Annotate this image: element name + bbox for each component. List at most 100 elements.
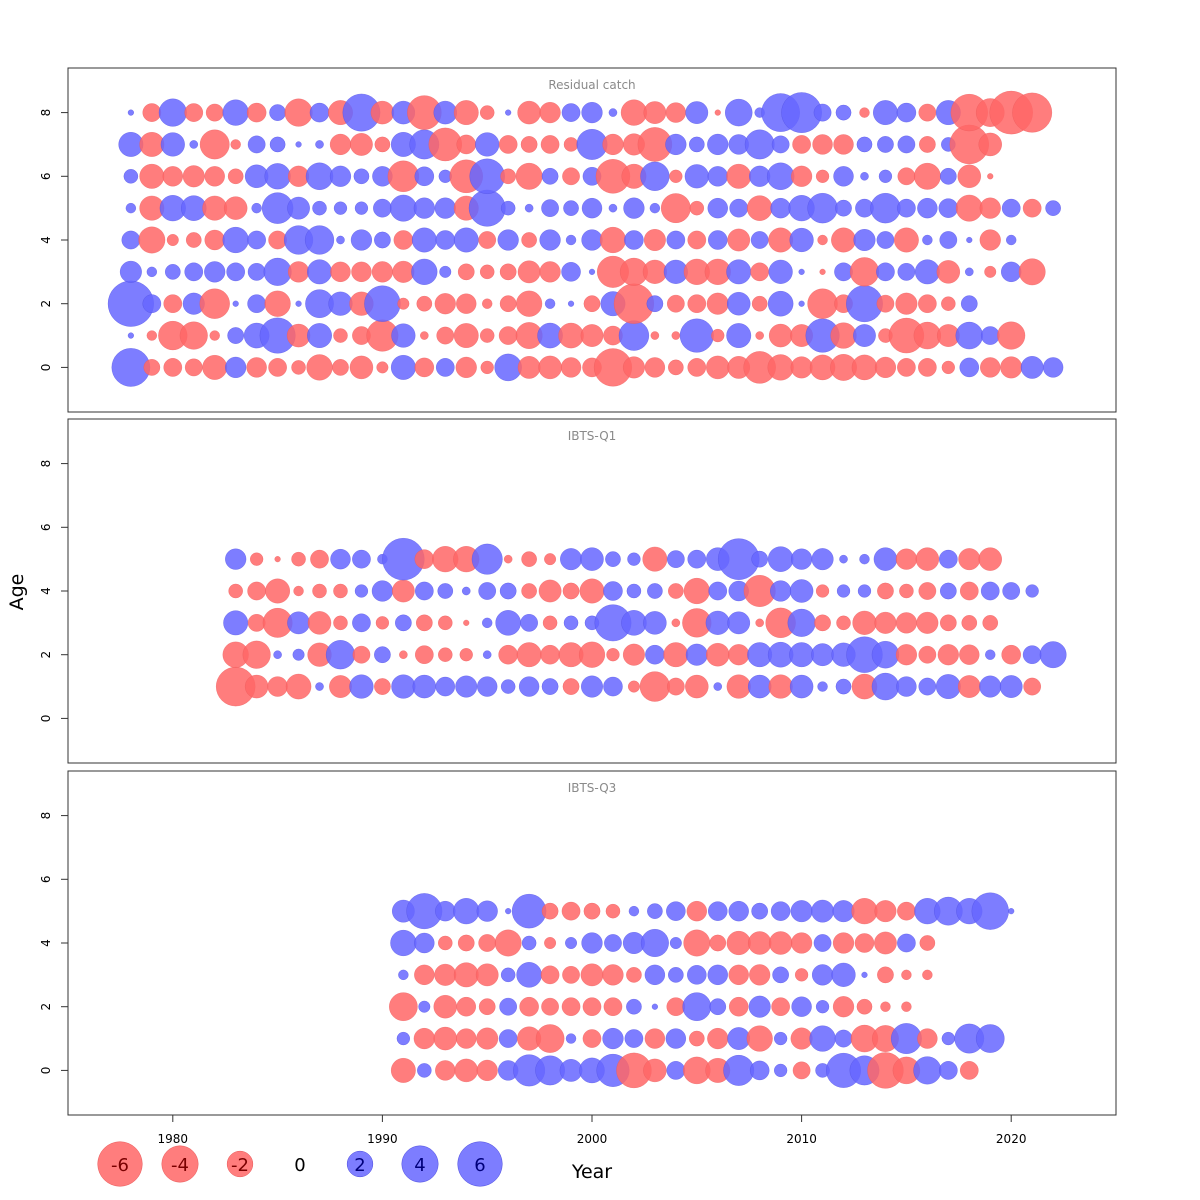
residual-bubble: [768, 227, 794, 253]
residual-bubble: [478, 231, 497, 249]
residual-bubble: [727, 611, 751, 635]
residual-bubble: [310, 549, 329, 569]
residual-bubble: [264, 163, 291, 190]
residual-bubble: [913, 321, 942, 350]
residual-bubble: [375, 616, 390, 630]
residual-bubble: [434, 197, 456, 219]
residual-bubble: [371, 580, 394, 602]
residual-bubble: [123, 169, 139, 184]
residual-bubble: [500, 967, 516, 983]
residual-bubble: [751, 902, 769, 920]
y-tick-label: 2: [39, 1003, 53, 1011]
residual-bubble: [204, 261, 226, 283]
residual-bubble: [728, 996, 749, 1017]
residual-bubble: [374, 136, 391, 153]
residual-bubble: [264, 290, 291, 317]
residual-bubble: [351, 261, 372, 283]
residual-bubble: [223, 610, 249, 636]
residual-bubble: [811, 643, 834, 667]
residual-bubble: [851, 898, 878, 925]
residual-bubble: [453, 227, 479, 253]
residual-bubble: [959, 1061, 979, 1080]
residual-bubble: [166, 233, 179, 247]
residual-bubble: [436, 326, 455, 345]
residual-bubble: [414, 549, 435, 569]
residual-bubble: [856, 136, 873, 153]
residual-bubble: [222, 99, 249, 126]
residual-bubble: [726, 323, 752, 349]
residual-bubble: [437, 935, 453, 951]
residual-bubble: [895, 548, 918, 570]
residual-bubble: [390, 929, 417, 957]
residual-bubble: [494, 929, 522, 957]
residual-bubble: [138, 226, 166, 254]
residual-bubble: [494, 353, 522, 382]
residual-bubble: [623, 197, 645, 219]
residual-bubble: [839, 554, 848, 564]
residual-bubble: [770, 580, 792, 602]
residual-bubble: [415, 614, 433, 632]
residual-bubble: [414, 645, 434, 665]
residual-bubble: [374, 231, 391, 249]
residual-bubble: [663, 642, 689, 668]
residual-bubble: [284, 98, 313, 127]
residual-bubble: [328, 291, 353, 316]
y-tick-label: 8: [39, 109, 53, 117]
y-tick-label: 2: [39, 300, 53, 308]
legend-bubble: [226, 1150, 254, 1178]
residual-bubble: [307, 611, 332, 635]
residual-bubble: [790, 900, 813, 923]
residual-bubble: [792, 1061, 811, 1080]
residual-bubble: [660, 193, 691, 224]
y-tick-label: 4: [39, 587, 53, 595]
bubbles: [107, 90, 1064, 387]
residual-bubble: [478, 998, 496, 1016]
residual-bubble: [603, 676, 623, 697]
residual-bubble: [622, 643, 645, 666]
residual-bubble: [561, 901, 581, 921]
panel-title: Residual catch: [548, 78, 635, 92]
residual-bubble: [726, 163, 752, 189]
residual-bubble: [767, 354, 794, 381]
residual-bubble: [813, 103, 832, 122]
residual-bubble: [979, 229, 1001, 251]
residual-bubble: [835, 104, 852, 121]
residual-bubble: [353, 168, 370, 185]
residual-bubble: [435, 230, 456, 250]
residual-bubble: [772, 966, 790, 984]
legend-label: 2: [354, 1155, 365, 1176]
residual-bubble: [709, 998, 727, 1016]
y-tick-label: 6: [39, 523, 53, 531]
residual-bubble: [411, 227, 437, 253]
residual-bubble: [605, 903, 621, 919]
residual-bubble: [895, 292, 918, 315]
residual-bubble: [627, 552, 641, 566]
residual-bubble: [687, 294, 707, 314]
panel-ibts-q1: IBTS-Q1 0 2 4 6 8: [39, 418, 1117, 764]
residual-bubble: [435, 358, 455, 377]
residual-bubble: [312, 583, 327, 599]
residual-bubble: [874, 356, 897, 379]
residual-bubble: [205, 103, 224, 122]
residual-bubble: [411, 258, 438, 285]
residual-bubble: [755, 331, 764, 340]
residual-bubble: [789, 579, 814, 603]
residual-bubble: [285, 673, 312, 700]
residual-bubble: [643, 611, 667, 635]
residual-bubble: [643, 101, 667, 124]
residual-bubble: [182, 165, 205, 188]
residual-bubble: [164, 263, 181, 280]
residual-bubble: [896, 102, 917, 123]
residual-bubble: [414, 964, 435, 986]
residual-bubble: [581, 197, 603, 219]
residual-bubble: [955, 321, 984, 350]
residual-bubble: [247, 294, 266, 314]
residual-bubble: [583, 902, 601, 920]
residual-bubble: [374, 678, 391, 695]
residual-bubble: [413, 197, 435, 219]
residual-bubble: [582, 997, 602, 1017]
residual-bubble: [199, 129, 230, 160]
residual-bubble: [770, 197, 791, 219]
residual-bubble: [247, 135, 266, 154]
residual-bubble: [811, 964, 834, 986]
